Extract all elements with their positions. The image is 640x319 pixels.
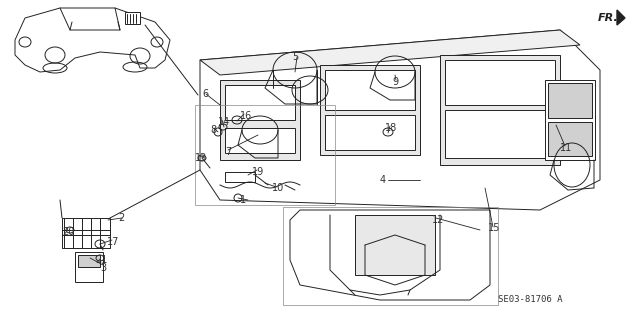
- Bar: [545, 80, 595, 160]
- Bar: [75, 252, 103, 282]
- Text: 7: 7: [225, 147, 231, 157]
- Text: 11: 11: [560, 143, 572, 153]
- Text: 21: 21: [95, 255, 108, 265]
- Bar: [62, 218, 110, 248]
- Bar: [78, 255, 100, 267]
- Text: 16: 16: [240, 111, 252, 121]
- Text: 12: 12: [432, 215, 444, 225]
- Bar: [325, 115, 415, 150]
- Text: 3: 3: [100, 263, 106, 273]
- Polygon shape: [15, 8, 170, 72]
- Bar: [325, 70, 415, 110]
- Bar: [195, 105, 335, 205]
- Text: 4: 4: [380, 175, 386, 185]
- Text: 19: 19: [252, 167, 264, 177]
- Bar: [320, 65, 420, 155]
- Text: 8: 8: [210, 125, 216, 135]
- Text: 18: 18: [385, 123, 397, 133]
- Text: 13: 13: [195, 153, 207, 163]
- Text: 6: 6: [202, 89, 208, 99]
- Text: 5: 5: [292, 52, 298, 62]
- Text: 17: 17: [107, 237, 120, 247]
- Text: 10: 10: [272, 183, 284, 193]
- Text: 20: 20: [62, 227, 74, 237]
- Polygon shape: [617, 10, 625, 25]
- Bar: [440, 55, 560, 165]
- Bar: [445, 60, 555, 105]
- Bar: [225, 85, 295, 120]
- Bar: [225, 128, 295, 153]
- Text: 2: 2: [118, 213, 124, 223]
- Text: 15: 15: [488, 223, 500, 233]
- Polygon shape: [200, 30, 580, 75]
- Polygon shape: [290, 210, 490, 300]
- Bar: [445, 110, 555, 158]
- Text: 1: 1: [240, 195, 246, 205]
- Bar: [283, 207, 498, 305]
- Bar: [548, 122, 592, 156]
- Text: 9: 9: [392, 77, 398, 87]
- Bar: [125, 12, 140, 24]
- Polygon shape: [200, 30, 600, 210]
- Bar: [548, 83, 592, 118]
- Text: 14: 14: [218, 117, 230, 127]
- Text: SE03-81706 A: SE03-81706 A: [498, 295, 563, 305]
- Bar: [225, 172, 255, 182]
- Bar: [355, 215, 435, 275]
- Text: FR.: FR.: [598, 13, 619, 23]
- Bar: [220, 80, 300, 160]
